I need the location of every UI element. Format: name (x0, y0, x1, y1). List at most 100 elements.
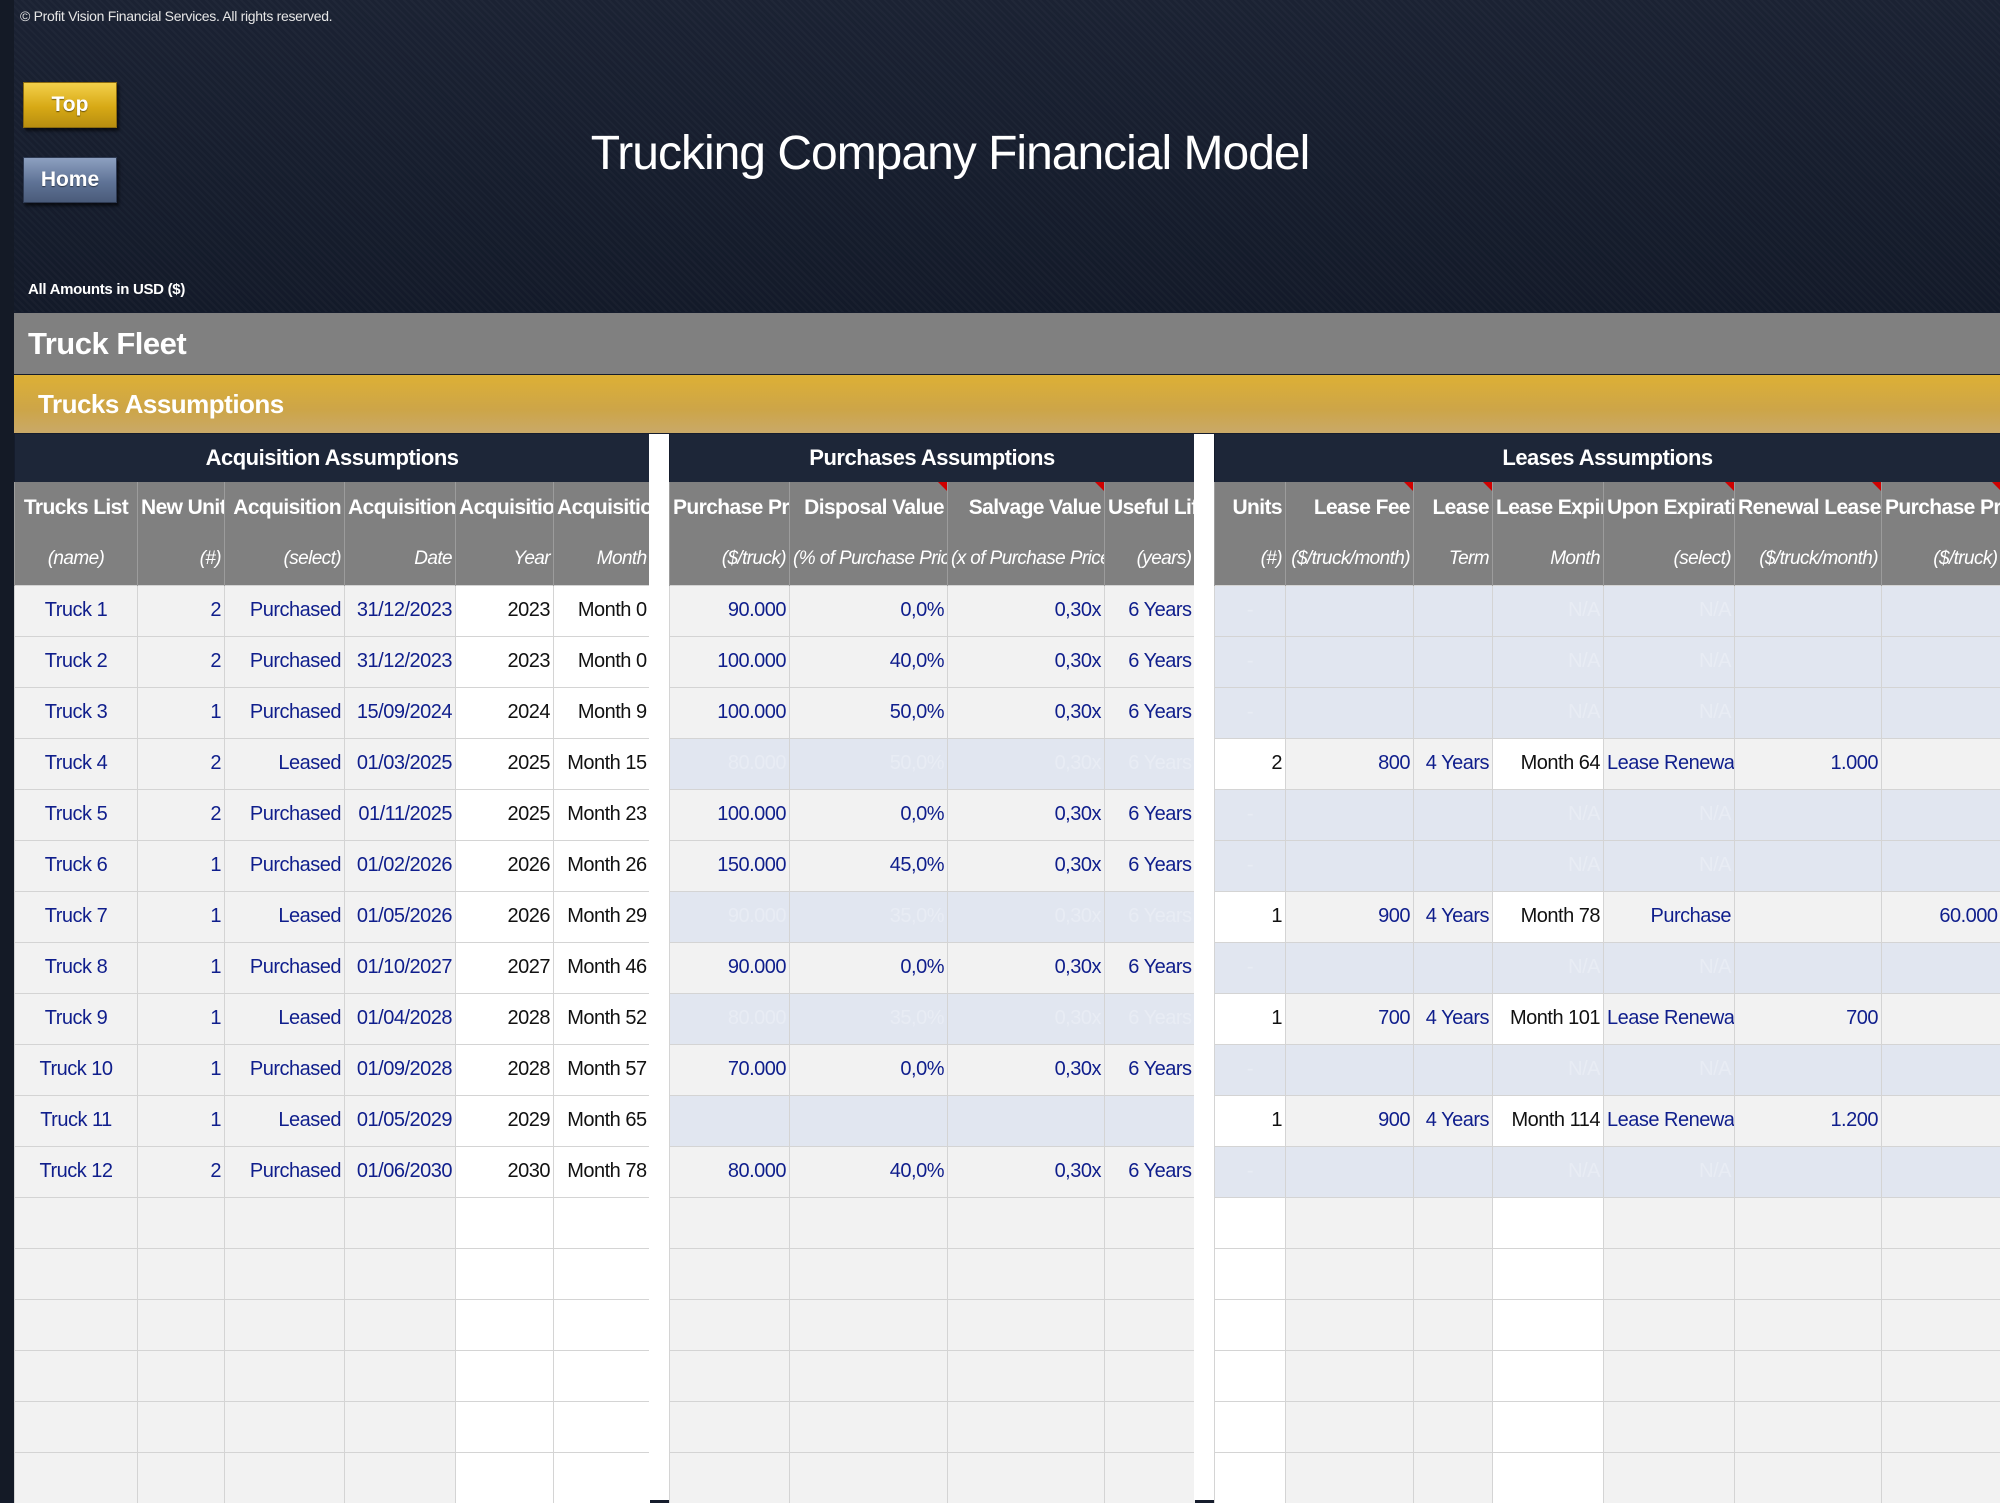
acquisition-date-cell[interactable]: 01/05/2026 (345, 891, 456, 942)
purchase-price-cell[interactable]: 70.000 (670, 1044, 790, 1095)
renewal-fee-cell[interactable] (1735, 840, 1882, 891)
empty-cell[interactable] (790, 1299, 948, 1350)
empty-cell[interactable] (1493, 1197, 1604, 1248)
empty-cell[interactable] (15, 1350, 138, 1401)
empty-cell[interactable] (1493, 1452, 1604, 1503)
empty-cell[interactable] (1215, 1401, 1286, 1452)
lease-term-cell[interactable] (1414, 840, 1493, 891)
disposal-value-cell[interactable]: 45,0% (790, 840, 948, 891)
lease-fee-cell[interactable]: 900 (1286, 1095, 1414, 1146)
upon-expiration-cell[interactable]: N/A (1604, 687, 1735, 738)
acquisition-date-cell[interactable]: 31/12/2023 (345, 585, 456, 636)
acquisition-date-cell[interactable]: 01/04/2028 (345, 993, 456, 1044)
empty-cell[interactable] (1414, 1197, 1493, 1248)
empty-cell[interactable] (1493, 1350, 1604, 1401)
lease-purchase-price-cell[interactable] (1882, 738, 2000, 789)
disposal-value-cell[interactable]: 35,0% (790, 891, 948, 942)
empty-cell[interactable] (1604, 1299, 1735, 1350)
upon-expiration-cell[interactable]: N/A (1604, 636, 1735, 687)
empty-cell[interactable] (1414, 1401, 1493, 1452)
salvage-value-cell[interactable]: 0,30x (948, 636, 1105, 687)
empty-cell[interactable] (225, 1350, 345, 1401)
empty-cell[interactable] (1735, 1299, 1882, 1350)
empty-cell[interactable] (790, 1197, 948, 1248)
empty-cell[interactable] (138, 1197, 225, 1248)
empty-cell[interactable] (790, 1452, 948, 1503)
salvage-value-cell[interactable]: 0,30x (948, 789, 1105, 840)
upon-expiration-cell[interactable]: N/A (1604, 942, 1735, 993)
empty-cell[interactable] (15, 1452, 138, 1503)
truck-name-cell[interactable]: Truck 12 (15, 1146, 138, 1197)
acquisition-date-cell[interactable]: 01/11/2025 (345, 789, 456, 840)
empty-cell[interactable] (1414, 1350, 1493, 1401)
useful-life-cell[interactable]: 6 Years (1105, 789, 1195, 840)
purchase-price-cell[interactable]: 90.000 (670, 891, 790, 942)
empty-cell[interactable] (554, 1452, 650, 1503)
useful-life-cell[interactable]: 6 Years (1105, 636, 1195, 687)
lease-term-cell[interactable]: 4 Years (1414, 993, 1493, 1044)
lease-purchase-price-cell[interactable] (1882, 840, 2000, 891)
empty-cell[interactable] (790, 1350, 948, 1401)
useful-life-cell[interactable]: 6 Years (1105, 1146, 1195, 1197)
lease-purchase-price-cell[interactable] (1882, 1146, 2000, 1197)
empty-cell[interactable] (554, 1197, 650, 1248)
salvage-value-cell[interactable]: 0,30x (948, 840, 1105, 891)
empty-cell[interactable] (15, 1401, 138, 1452)
renewal-fee-cell[interactable]: 1.000 (1735, 738, 1882, 789)
acquisition-type-cell[interactable]: Purchased (225, 942, 345, 993)
salvage-value-cell[interactable]: 0,30x (948, 585, 1105, 636)
empty-cell[interactable] (1215, 1452, 1286, 1503)
empty-cell[interactable] (138, 1401, 225, 1452)
lease-purchase-price-cell[interactable] (1882, 942, 2000, 993)
upon-expiration-cell[interactable]: Lease Renewal (1604, 738, 1735, 789)
lease-term-cell[interactable] (1414, 687, 1493, 738)
purchase-price-cell[interactable]: 80.000 (670, 993, 790, 1044)
lease-term-cell[interactable] (1414, 636, 1493, 687)
renewal-fee-cell[interactable]: 1.200 (1735, 1095, 1882, 1146)
lease-term-cell[interactable]: 4 Years (1414, 891, 1493, 942)
empty-cell[interactable] (1105, 1299, 1195, 1350)
empty-cell[interactable] (1493, 1401, 1604, 1452)
empty-cell[interactable] (456, 1299, 554, 1350)
salvage-value-cell[interactable]: 0,30x (948, 891, 1105, 942)
lease-term-cell[interactable]: 4 Years (1414, 738, 1493, 789)
acquisition-date-cell[interactable]: 01/03/2025 (345, 738, 456, 789)
empty-cell[interactable] (790, 1248, 948, 1299)
lease-term-cell[interactable]: 4 Years (1414, 1095, 1493, 1146)
new-units-cell[interactable]: 1 (138, 1044, 225, 1095)
purchase-price-cell[interactable]: 150.000 (670, 840, 790, 891)
upon-expiration-cell[interactable]: Lease Renewal (1604, 993, 1735, 1044)
empty-cell[interactable] (345, 1248, 456, 1299)
acquisition-date-cell[interactable]: 15/09/2024 (345, 687, 456, 738)
empty-cell[interactable] (456, 1401, 554, 1452)
lease-purchase-price-cell[interactable] (1882, 585, 2000, 636)
lease-fee-cell[interactable]: 800 (1286, 738, 1414, 789)
empty-cell[interactable] (670, 1299, 790, 1350)
empty-cell[interactable] (1882, 1452, 2000, 1503)
lease-term-cell[interactable] (1414, 1044, 1493, 1095)
empty-cell[interactable] (670, 1452, 790, 1503)
purchase-price-cell[interactable] (670, 1095, 790, 1146)
empty-cell[interactable] (225, 1299, 345, 1350)
disposal-value-cell[interactable]: 50,0% (790, 738, 948, 789)
disposal-value-cell[interactable]: 35,0% (790, 993, 948, 1044)
acquisition-type-cell[interactable]: Purchased (225, 789, 345, 840)
acquisition-type-cell[interactable]: Leased (225, 738, 345, 789)
acquisition-type-cell[interactable]: Purchased (225, 1146, 345, 1197)
truck-name-cell[interactable]: Truck 7 (15, 891, 138, 942)
new-units-cell[interactable]: 1 (138, 1095, 225, 1146)
empty-cell[interactable] (138, 1248, 225, 1299)
empty-cell[interactable] (670, 1248, 790, 1299)
truck-name-cell[interactable]: Truck 5 (15, 789, 138, 840)
acquisition-type-cell[interactable]: Purchased (225, 840, 345, 891)
lease-purchase-price-cell[interactable] (1882, 789, 2000, 840)
empty-cell[interactable] (345, 1299, 456, 1350)
empty-cell[interactable] (1286, 1299, 1414, 1350)
empty-cell[interactable] (1105, 1248, 1195, 1299)
upon-expiration-cell[interactable]: N/A (1604, 789, 1735, 840)
salvage-value-cell[interactable]: 0,30x (948, 942, 1105, 993)
acquisition-date-cell[interactable]: 31/12/2023 (345, 636, 456, 687)
new-units-cell[interactable]: 2 (138, 738, 225, 789)
empty-cell[interactable] (1882, 1299, 2000, 1350)
truck-name-cell[interactable]: Truck 2 (15, 636, 138, 687)
